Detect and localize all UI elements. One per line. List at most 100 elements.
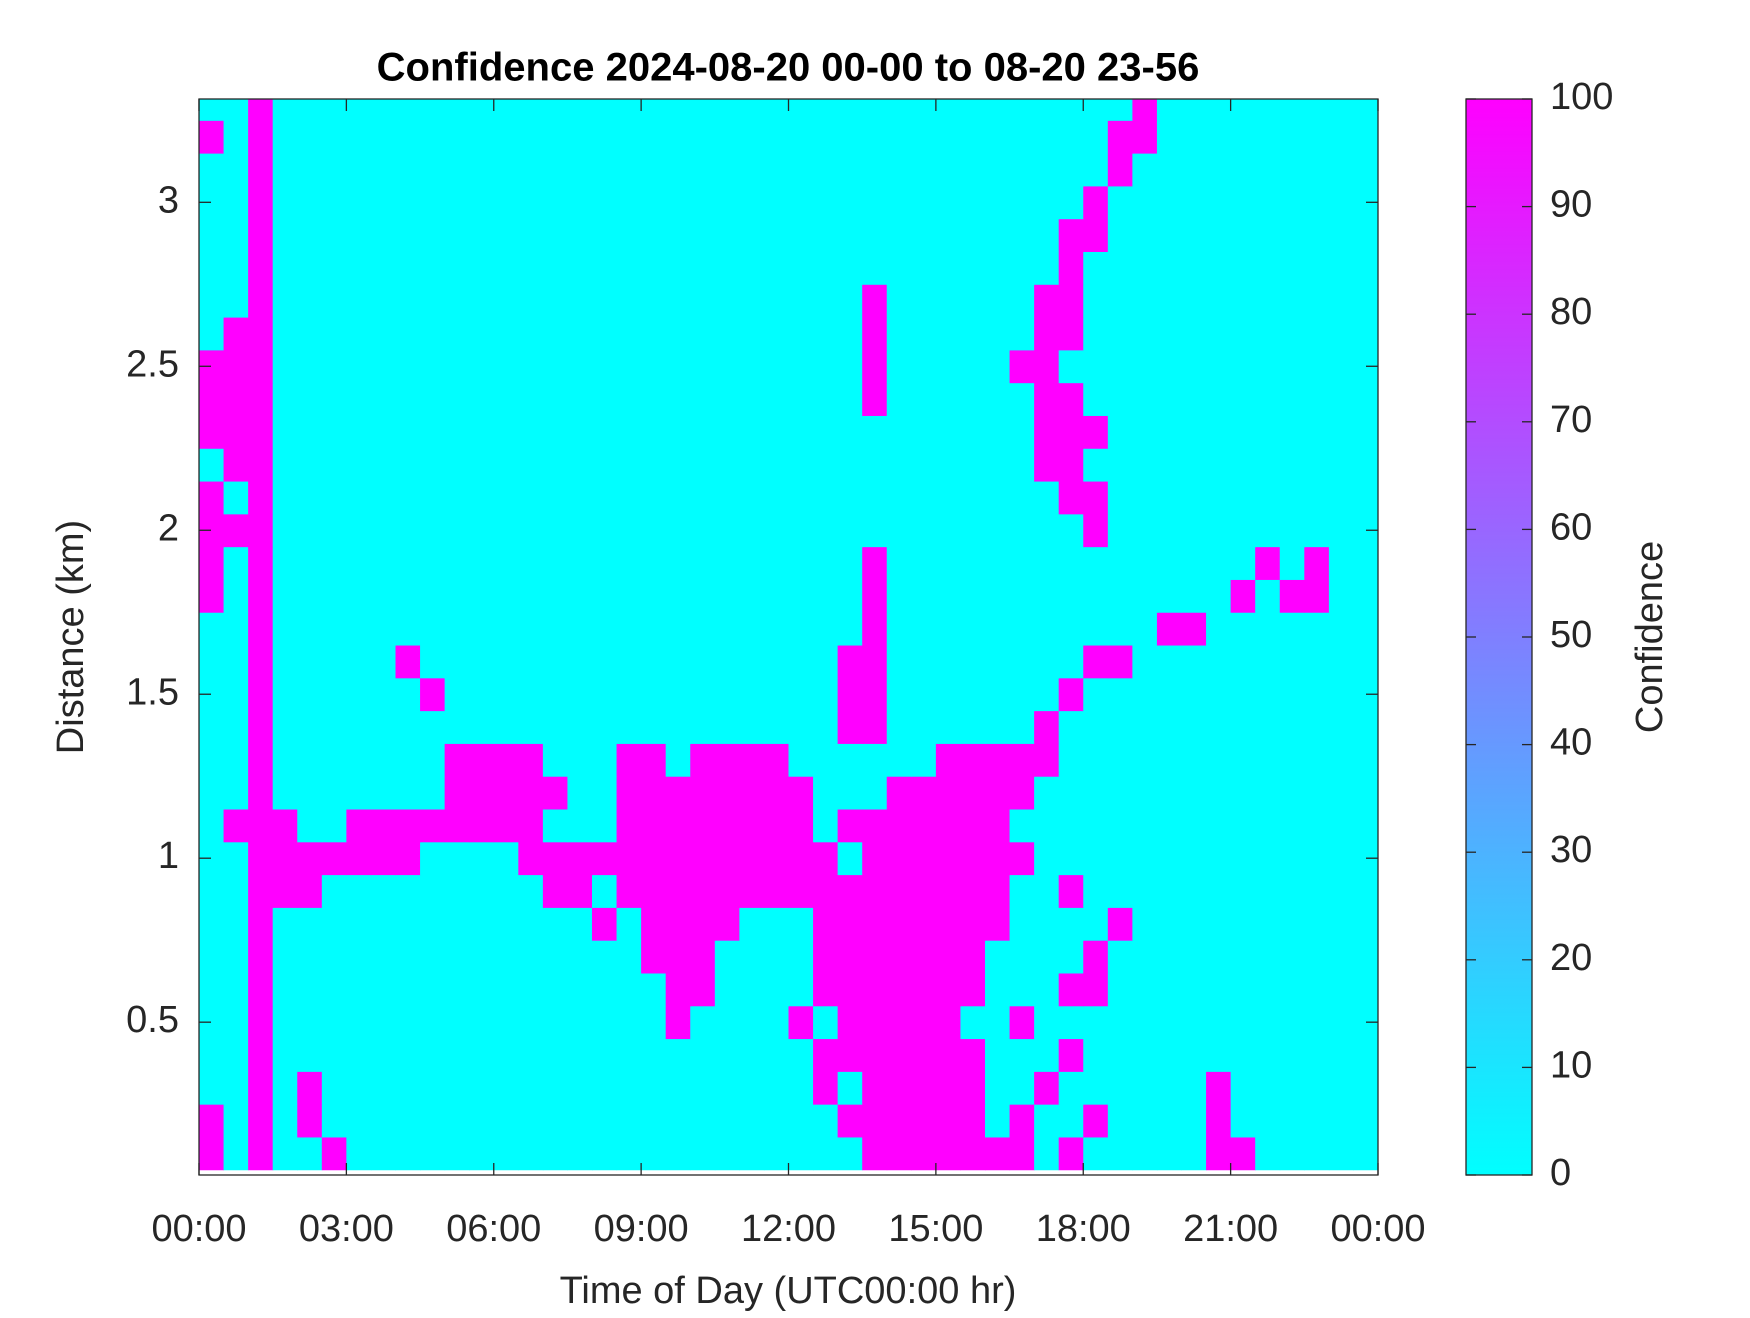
heatmap-cell xyxy=(935,99,961,121)
heatmap-cell xyxy=(1279,317,1305,351)
heatmap-cell xyxy=(1206,579,1232,613)
heatmap-cell xyxy=(1279,940,1305,974)
heatmap-cell xyxy=(1279,1005,1305,1040)
heatmap-cell xyxy=(199,120,225,154)
heatmap-cell xyxy=(272,251,298,285)
heatmap-cell xyxy=(1181,185,1207,220)
heatmap-cell xyxy=(739,120,765,154)
heatmap-cell xyxy=(223,677,249,712)
heatmap-cell xyxy=(788,317,814,351)
heatmap-cell xyxy=(1279,218,1305,252)
heatmap-cell xyxy=(690,612,716,646)
heatmap-cell xyxy=(935,841,961,876)
heatmap-cell xyxy=(1279,1104,1305,1138)
heatmap-cell xyxy=(714,1104,740,1138)
heatmap-cell xyxy=(1304,448,1330,482)
heatmap-cell xyxy=(1009,185,1035,220)
heatmap-cell xyxy=(272,284,298,318)
heatmap-cell xyxy=(518,99,544,121)
heatmap-cell xyxy=(739,284,765,318)
heatmap-cell xyxy=(469,349,495,384)
heatmap-cell xyxy=(199,907,225,941)
heatmap-cell xyxy=(1206,349,1232,384)
heatmap-cell xyxy=(862,513,888,548)
heatmap-cell xyxy=(1034,645,1060,679)
heatmap-cell xyxy=(1304,907,1330,941)
heatmap-cell xyxy=(518,710,544,744)
heatmap-cell xyxy=(1206,612,1232,646)
heatmap-cell xyxy=(886,415,912,449)
heatmap-cell xyxy=(420,972,446,1007)
heatmap-cell xyxy=(1034,99,1060,121)
heatmap-cell xyxy=(763,940,789,974)
heatmap-cell xyxy=(911,415,937,449)
heatmap-cell xyxy=(911,940,937,974)
heatmap-cell xyxy=(1328,940,1354,974)
heatmap-cell xyxy=(346,120,372,154)
heatmap-cell xyxy=(1230,251,1256,285)
heatmap-cell xyxy=(1009,1005,1035,1040)
heatmap-cell xyxy=(714,153,740,187)
heatmap-cell xyxy=(1328,907,1354,941)
heatmap-cell xyxy=(837,1071,863,1105)
heatmap-cell xyxy=(1083,415,1109,449)
heatmap-cell xyxy=(297,907,323,941)
heatmap-cell xyxy=(1107,481,1133,515)
heatmap-cell xyxy=(272,972,298,1007)
heatmap-cell xyxy=(1230,612,1256,646)
heatmap-cell xyxy=(469,153,495,187)
heatmap-cell xyxy=(1181,120,1207,154)
heatmap-cell xyxy=(444,710,470,744)
heatmap-cell xyxy=(1181,546,1207,580)
heatmap-cell xyxy=(1132,743,1158,777)
heatmap-cell xyxy=(199,579,225,613)
heatmap-cell xyxy=(788,382,814,416)
heatmap-cell xyxy=(493,841,519,876)
heatmap-cell xyxy=(493,284,519,318)
heatmap-cell xyxy=(567,153,593,187)
heatmap-cell xyxy=(960,743,986,777)
heatmap-cell xyxy=(862,284,888,318)
heatmap-cell xyxy=(1328,743,1354,777)
heatmap-cell xyxy=(223,218,249,252)
heatmap-cell xyxy=(739,710,765,744)
heatmap-cell xyxy=(616,645,642,679)
heatmap-cell xyxy=(665,612,691,646)
heatmap-cell xyxy=(321,153,347,187)
heatmap-cell xyxy=(763,218,789,252)
heatmap-cell xyxy=(1304,645,1330,679)
heatmap-cell xyxy=(1083,317,1109,351)
heatmap-cell xyxy=(960,1136,986,1171)
heatmap-cell xyxy=(518,776,544,810)
heatmap-cell xyxy=(837,907,863,941)
heatmap-cell xyxy=(714,513,740,548)
heatmap-cell xyxy=(469,1071,495,1105)
heatmap-cell xyxy=(1181,218,1207,252)
heatmap-cell xyxy=(813,120,839,154)
heatmap-cell xyxy=(911,841,937,876)
heatmap-cell xyxy=(1034,874,1060,908)
heatmap-cell xyxy=(248,415,274,449)
heatmap-cell xyxy=(420,349,446,384)
heatmap-cell xyxy=(1206,251,1232,285)
heatmap-cell xyxy=(616,907,642,941)
heatmap-cell xyxy=(763,185,789,220)
heatmap-cell xyxy=(395,1005,421,1040)
heatmap-cell xyxy=(886,349,912,384)
heatmap-cell xyxy=(223,1136,249,1171)
heatmap-cell xyxy=(665,513,691,548)
heatmap-cell xyxy=(420,120,446,154)
heatmap-cell xyxy=(1328,645,1354,679)
heatmap-cell xyxy=(518,415,544,449)
heatmap-cell xyxy=(1058,317,1084,351)
heatmap-cell xyxy=(911,1104,937,1138)
heatmap-cell xyxy=(862,743,888,777)
heatmap-cell xyxy=(1206,317,1232,351)
heatmap-cell xyxy=(297,99,323,121)
heatmap-cell xyxy=(493,1005,519,1040)
y-tick-label: 3 xyxy=(158,179,179,221)
heatmap-cell xyxy=(518,743,544,777)
heatmap-cell xyxy=(518,185,544,220)
heatmap-cell xyxy=(665,841,691,876)
heatmap-cell xyxy=(248,612,274,646)
